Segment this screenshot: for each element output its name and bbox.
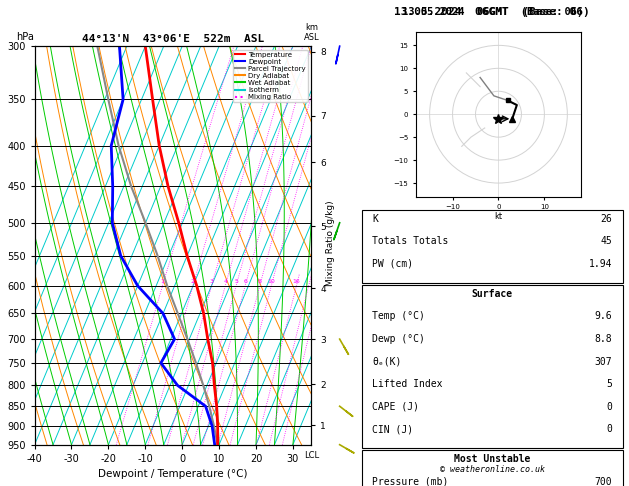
X-axis label: kt: kt (494, 212, 503, 221)
Text: 5: 5 (234, 279, 238, 284)
Text: 307: 307 (594, 357, 612, 366)
Text: 700: 700 (594, 477, 612, 486)
Text: 5: 5 (606, 379, 612, 389)
Text: 0: 0 (606, 402, 612, 412)
Text: 8.8: 8.8 (594, 334, 612, 344)
Text: 26: 26 (601, 214, 612, 224)
Text: Lifted Index: Lifted Index (372, 379, 443, 389)
Text: 13.05.2024  06GMT  (Base: 06): 13.05.2024 06GMT (Base: 06) (394, 7, 590, 17)
Text: 1: 1 (160, 279, 164, 284)
Text: 1.94: 1.94 (589, 259, 612, 269)
Text: 16: 16 (292, 279, 300, 284)
Text: CAPE (J): CAPE (J) (372, 402, 419, 412)
Text: θₑ(K): θₑ(K) (372, 357, 401, 366)
Y-axis label: hPa: hPa (0, 235, 1, 256)
Text: 10: 10 (267, 279, 275, 284)
Text: LCL: LCL (304, 451, 319, 460)
X-axis label: Dewpoint / Temperature (°C): Dewpoint / Temperature (°C) (98, 469, 248, 479)
Text: 45: 45 (601, 236, 612, 246)
Text: 4: 4 (223, 279, 227, 284)
Text: © weatheronline.co.uk: © weatheronline.co.uk (440, 465, 545, 474)
Legend: Temperature, Dewpoint, Parcel Trajectory, Dry Adiabat, Wet Adiabat, Isotherm, Mi: Temperature, Dewpoint, Parcel Trajectory… (233, 50, 308, 102)
Text: 6: 6 (243, 279, 247, 284)
Text: CIN (J): CIN (J) (372, 424, 413, 434)
Title: 44°13'N  43°06'E  522m  ASL: 44°13'N 43°06'E 522m ASL (82, 34, 264, 44)
Text: 3: 3 (209, 279, 214, 284)
Text: hPa: hPa (16, 32, 35, 42)
Bar (362, 210, 623, 282)
Text: K: K (372, 214, 378, 224)
Text: km
ASL: km ASL (304, 23, 319, 42)
Text: 13.05.2024  06GMT  (Base: 06): 13.05.2024 06GMT (Base: 06) (401, 7, 583, 17)
Text: 0: 0 (606, 424, 612, 434)
Text: Temp (°C): Temp (°C) (372, 312, 425, 321)
Text: PW (cm): PW (cm) (372, 259, 413, 269)
Bar (362, 451, 623, 486)
Text: Mixing Ratio (g/kg): Mixing Ratio (g/kg) (326, 200, 335, 286)
Text: Most Unstable: Most Unstable (454, 454, 530, 464)
Text: Totals Totals: Totals Totals (372, 236, 448, 246)
Text: Surface: Surface (472, 289, 513, 299)
Text: 9.6: 9.6 (594, 312, 612, 321)
Text: 8: 8 (258, 279, 262, 284)
Text: Pressure (mb): Pressure (mb) (372, 477, 448, 486)
Bar (362, 285, 623, 448)
Text: Dewp (°C): Dewp (°C) (372, 334, 425, 344)
Text: 2: 2 (191, 279, 195, 284)
